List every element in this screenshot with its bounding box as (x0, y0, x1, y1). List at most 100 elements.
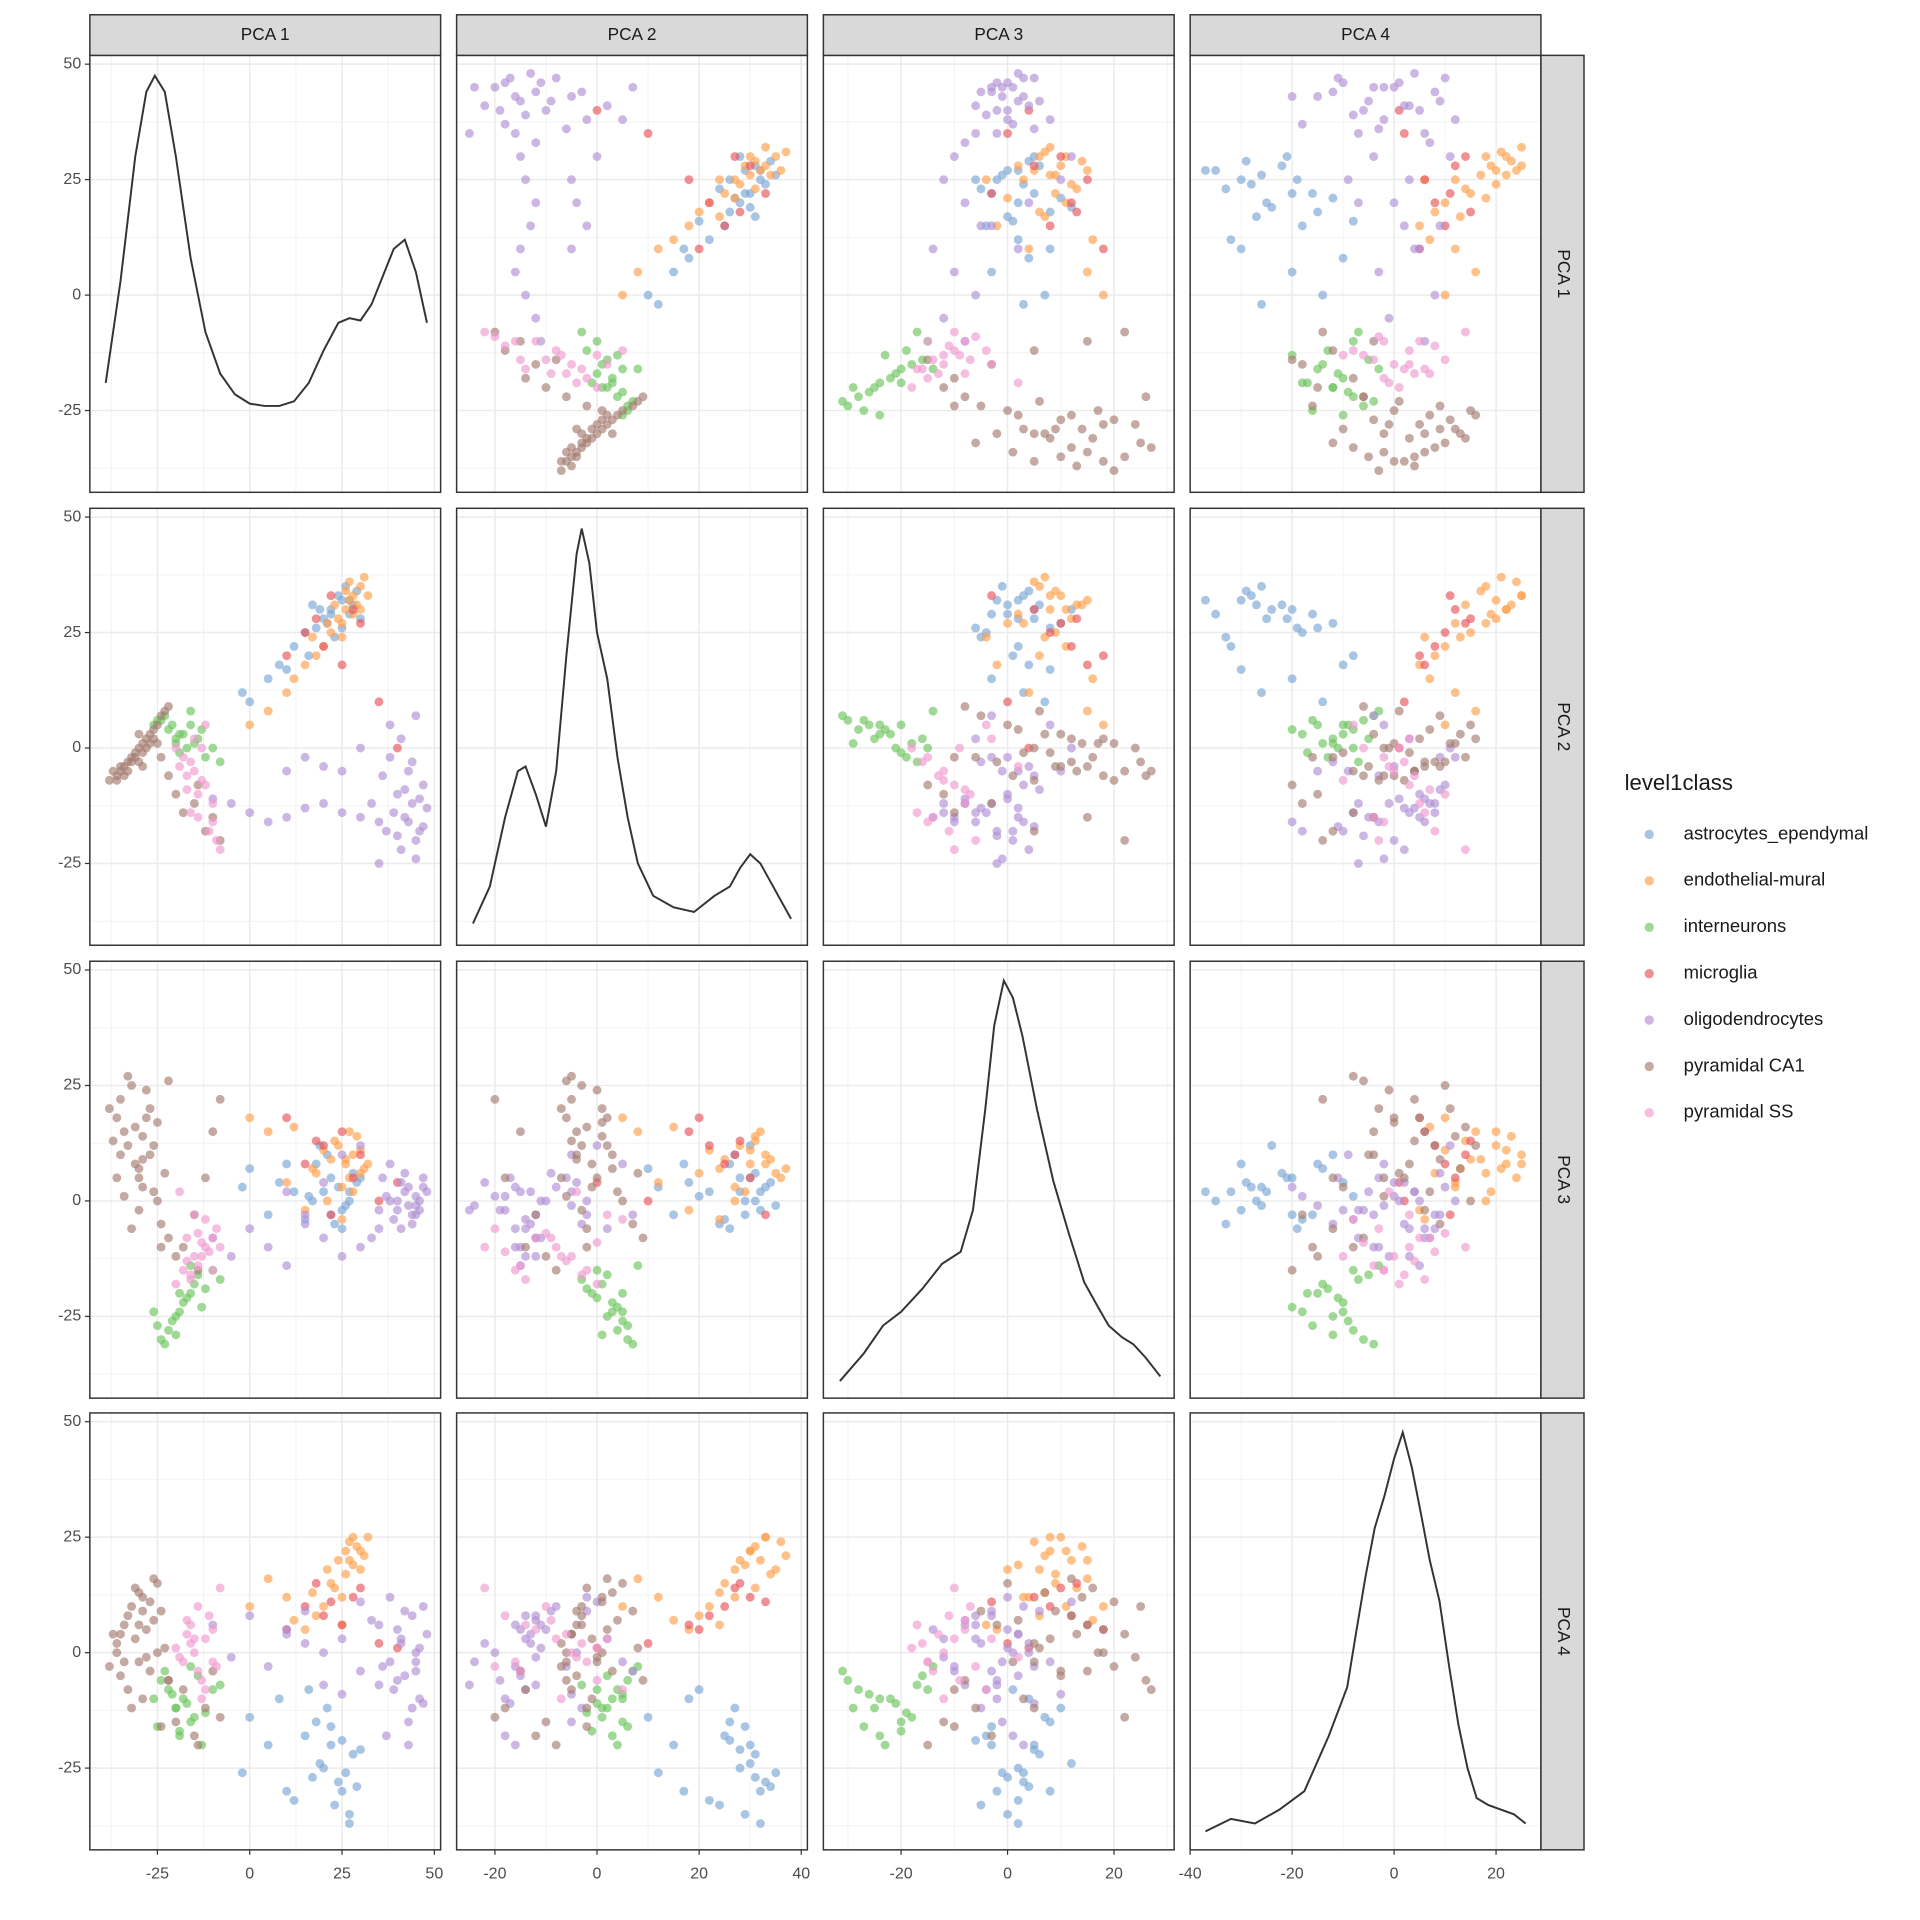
data-point (1013, 68, 1023, 78)
data-point (1221, 184, 1231, 194)
data-point (404, 1182, 413, 1192)
data-point (992, 831, 1002, 841)
data-point (901, 346, 911, 355)
data-point (1003, 78, 1012, 88)
data-point (319, 641, 328, 651)
data-point (200, 1685, 210, 1695)
strip-label: PCA 4 (1554, 1607, 1574, 1656)
data-point (1517, 591, 1526, 601)
data-point (725, 1735, 735, 1745)
data-point (1420, 429, 1430, 439)
data-point (300, 1638, 310, 1648)
data-point (679, 244, 689, 254)
strip-label: PCA 2 (1554, 702, 1574, 751)
data-point (633, 1168, 643, 1178)
data-point (556, 1173, 566, 1183)
data-point (300, 1219, 310, 1229)
data-point (326, 1740, 336, 1750)
data-point (134, 1588, 144, 1598)
data-point (1056, 1671, 1066, 1681)
data-point (572, 1178, 582, 1187)
data-point (582, 1592, 592, 1602)
data-point (510, 267, 520, 277)
data-point (1517, 1150, 1526, 1160)
data-point (976, 401, 986, 411)
data-point (628, 1666, 638, 1676)
data-point (561, 369, 571, 379)
data-point (330, 1800, 340, 1810)
data-point (1466, 207, 1475, 217)
data-point (684, 1127, 694, 1137)
data-point (1045, 591, 1055, 601)
data-point (750, 1772, 760, 1782)
data-point (400, 1606, 410, 1616)
data-point (1077, 424, 1087, 434)
data-point (1061, 1546, 1071, 1556)
data-point (1318, 290, 1328, 300)
data-point (215, 1583, 225, 1593)
data-point (193, 789, 203, 799)
data-point (1029, 161, 1039, 171)
y-tick-label: 0 (72, 739, 81, 756)
data-point (1082, 447, 1092, 457)
data-point (1257, 1182, 1266, 1192)
data-point (1491, 165, 1501, 175)
data-point (1359, 401, 1368, 411)
data-point (1379, 771, 1389, 781)
data-point (1297, 221, 1307, 231)
data-point (495, 1205, 505, 1215)
data-point (226, 1251, 236, 1261)
data-point (215, 845, 225, 855)
data-point (1019, 92, 1028, 101)
data-point (308, 1196, 317, 1206)
data-point (1374, 124, 1384, 134)
data-point (1328, 826, 1338, 836)
data-point (1506, 1131, 1516, 1141)
data-point (1404, 359, 1414, 369)
data-point (939, 313, 949, 323)
data-point (546, 369, 556, 379)
data-point (422, 1187, 432, 1197)
y-tick-label: 50 (63, 55, 81, 72)
data-point (404, 1201, 413, 1210)
data-point (526, 1638, 536, 1648)
data-point (949, 1583, 959, 1593)
data-point (1072, 461, 1082, 471)
data-point (1246, 179, 1256, 189)
strip (1540, 1412, 1585, 1851)
data-point (750, 184, 760, 194)
data-point (567, 1201, 576, 1210)
data-point (567, 1094, 576, 1104)
data-point (1399, 129, 1409, 138)
data-point (1019, 175, 1028, 185)
data-point (1471, 267, 1481, 277)
data-point (933, 369, 943, 379)
data-point (992, 757, 1002, 767)
data-point (1318, 359, 1328, 369)
data-point (197, 743, 207, 753)
data-point (392, 1625, 402, 1634)
data-point (1328, 738, 1338, 748)
data-point (500, 1191, 510, 1201)
data-point (1066, 743, 1076, 753)
data-point (156, 1675, 166, 1685)
data-point (344, 577, 354, 587)
data-point (981, 175, 991, 185)
data-point (1425, 1187, 1435, 1197)
y-tick-label: 0 (72, 1192, 81, 1209)
data-point (1082, 175, 1092, 185)
data-point (561, 1657, 571, 1667)
data-point (546, 1615, 556, 1625)
data-point (1359, 715, 1368, 725)
data-point (1410, 461, 1419, 471)
data-point (326, 591, 336, 601)
data-point (1302, 1288, 1312, 1298)
data-point (1420, 1224, 1430, 1234)
data-point (997, 766, 1007, 776)
data-point (684, 1205, 694, 1215)
data-point (771, 1201, 781, 1210)
data-point (308, 1164, 317, 1174)
data-point (175, 1726, 184, 1736)
data-point (1435, 762, 1445, 771)
